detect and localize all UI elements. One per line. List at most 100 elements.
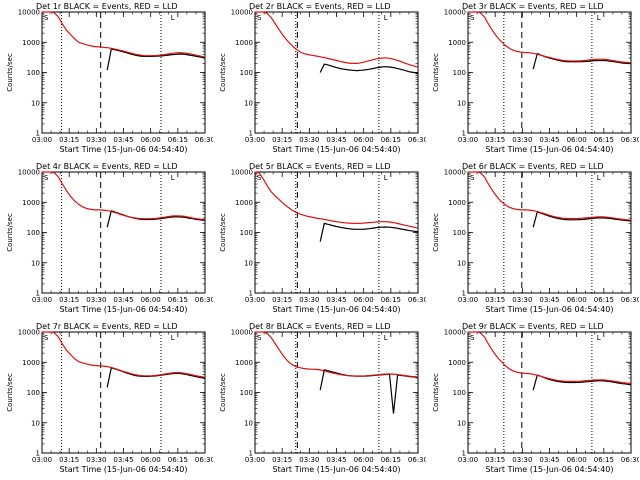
x-tick-label: 06:30 [621,136,639,144]
x-tick-label: 03:00 [32,136,52,144]
panel-title: Det 7r BLACK = Events, RED = LLD [36,322,178,331]
x-tick-label: 03:00 [245,456,265,464]
x-axis-label: Start Time (15-Jun-06 04:54:40) [273,145,401,154]
x-tick-label: 03:45 [326,296,346,304]
y-tick-label: 10 [31,259,40,267]
panel-title: Det 6r BLACK = Events, RED = LLD [462,162,604,171]
x-tick-label: 03:45 [326,136,346,144]
x-tick-label: 06:15 [168,456,188,464]
corner-mark-l: L [171,334,175,342]
y-tick-label: 1000 [235,39,253,47]
panel-det-3r: Det 3r BLACK = Events, RED = LLD 1 10 100 10… [432,2,639,154]
y-axis-label: Counts/sec [6,213,14,252]
series-black-line [532,52,632,70]
x-tick-label: 03:45 [539,136,559,144]
corner-mark-l: L [597,174,601,182]
x-tick-label: 03:45 [326,456,346,464]
panel-det-4r: Det 4r BLACK = Events, RED = LLD 1 10 100 10… [6,162,213,314]
x-axis-label: Start Time (15-Jun-06 04:54:40) [486,465,614,474]
series-red-line [254,171,419,229]
x-tick-label: 03:30 [512,456,532,464]
corner-mark-s: S [470,174,475,182]
x-tick-label: 03:30 [299,296,319,304]
corner-mark-l: L [597,334,601,342]
y-tick-label: 1 [36,290,40,298]
x-tick-label: 06:15 [168,136,188,144]
corner-mark-s: S [44,174,49,182]
x-tick-label: 06:15 [381,456,401,464]
x-tick-label: 03:15 [272,136,292,144]
series-red-line [42,11,206,58]
x-tick-label: 03:30 [86,456,106,464]
x-axis-label: Start Time (15-Jun-06 04:54:40) [60,145,188,154]
corner-mark-s: S [257,334,262,342]
y-tick-label: 1 [36,130,40,138]
x-tick-label: 03:30 [512,296,532,304]
x-axis-label: Start Time (15-Jun-06 04:54:40) [486,145,614,154]
x-tick-label: 03:15 [59,456,79,464]
plot-frame [254,171,419,294]
y-tick-label: 100 [453,229,466,237]
series-red-line [468,331,632,384]
series-black-line [319,63,419,74]
y-tick-label: 1000 [22,39,40,47]
y-tick-label: 1 [462,290,466,298]
x-tick-label: 06:15 [594,456,614,464]
x-tick-label: 06:30 [408,456,426,464]
y-tick-label: 1 [462,450,466,458]
y-tick-label: 10000 [231,329,253,337]
y-tick-label: 1 [249,290,253,298]
x-tick-label: 03:00 [32,456,52,464]
y-tick-label: 10 [244,419,253,427]
series-red-line [468,11,632,64]
panel-title: Det 1r BLACK = Events, RED = LLD [36,2,178,11]
x-tick-label: 06:30 [195,296,213,304]
y-tick-label: 1000 [22,199,40,207]
x-tick-label: 06:15 [381,296,401,304]
corner-mark-s: S [257,14,262,22]
x-tick-label: 03:00 [245,296,265,304]
y-axis-label: Counts/sec [432,213,440,252]
y-tick-label: 10 [31,419,40,427]
series-black-line [106,210,206,228]
corner-mark-l: L [171,174,175,182]
y-tick-label: 1000 [22,359,40,367]
y-tick-label: 10000 [18,169,40,177]
x-tick-label: 03:15 [485,136,505,144]
y-axis-label: Counts/sec [219,213,227,252]
y-tick-label: 10000 [444,169,466,177]
x-tick-label: 03:00 [32,296,52,304]
x-tick-label: 06:30 [195,456,213,464]
y-tick-label: 100 [27,229,40,237]
y-tick-label: 1 [36,450,40,458]
x-tick-label: 03:00 [245,136,265,144]
x-tick-label: 03:30 [86,296,106,304]
x-axis-label: Start Time (15-Jun-06 04:54:40) [486,305,614,314]
x-tick-label: 06:00 [354,456,374,464]
x-tick-label: 03:45 [113,456,133,464]
series-red-line [255,331,419,378]
y-tick-label: 1 [249,450,253,458]
x-axis-label: Start Time (15-Jun-06 04:54:40) [60,305,188,314]
y-tick-label: 100 [27,389,40,397]
corner-mark-l: L [597,14,601,22]
panel-title: Det 4r BLACK = Events, RED = LLD [36,162,178,171]
y-tick-label: 1 [462,130,466,138]
x-tick-label: 03:30 [299,456,319,464]
y-tick-label: 10000 [444,9,466,17]
x-tick-label: 03:00 [458,296,478,304]
x-axis-label: Start Time (15-Jun-06 04:54:40) [273,465,401,474]
y-tick-label: 100 [240,389,253,397]
y-axis-label: Counts/sec [6,53,14,92]
corner-mark-s: S [470,334,475,342]
x-tick-label: 06:15 [381,136,401,144]
panel-det-6r: Det 6r BLACK = Events, RED = LLD 1 10 100 10… [432,162,639,314]
x-tick-label: 03:45 [113,296,133,304]
y-tick-label: 1 [249,130,253,138]
corner-mark-s: S [257,174,262,182]
y-axis-label: Counts/sec [219,373,227,412]
x-tick-label: 03:15 [485,456,505,464]
corner-mark-l: L [384,174,388,182]
y-tick-label: 10000 [18,9,40,17]
